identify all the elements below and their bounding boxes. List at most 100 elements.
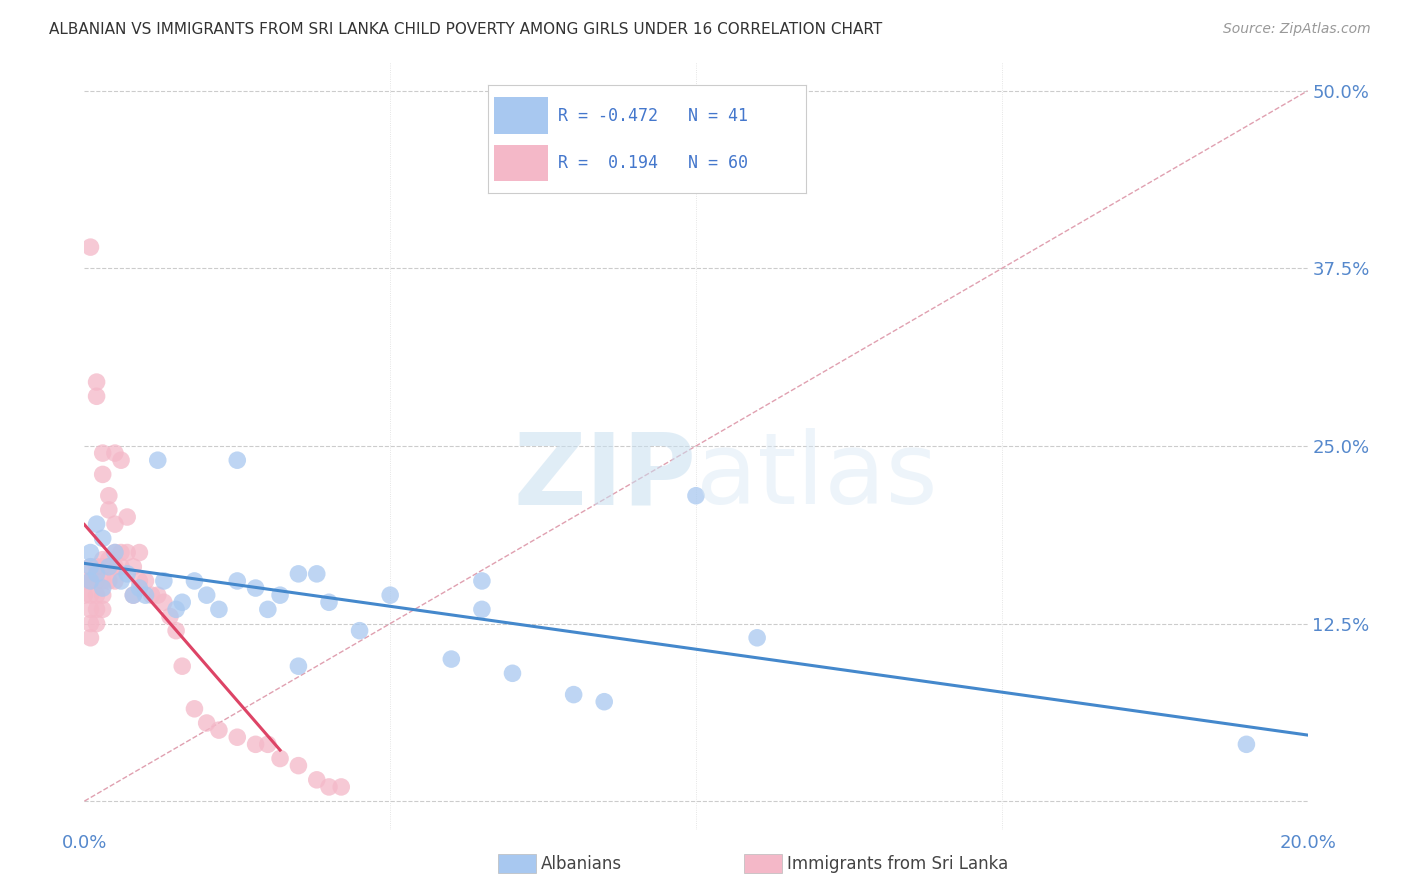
Point — [128, 581, 150, 595]
Point — [104, 446, 127, 460]
Point — [97, 503, 120, 517]
Point — [226, 574, 249, 588]
Point — [86, 517, 108, 532]
Point — [269, 751, 291, 765]
Point — [91, 574, 114, 588]
Point — [91, 559, 114, 574]
Point — [86, 389, 108, 403]
Point — [104, 545, 127, 559]
Point — [226, 730, 249, 744]
Point — [115, 566, 138, 581]
Point — [79, 631, 101, 645]
Point — [79, 240, 101, 254]
Point — [318, 595, 340, 609]
Point — [330, 780, 353, 794]
Point — [97, 489, 120, 503]
Point — [79, 574, 101, 588]
Point — [79, 559, 101, 574]
Point — [747, 631, 769, 645]
Point — [104, 574, 127, 588]
Point — [195, 716, 218, 731]
Point — [110, 559, 132, 574]
Point — [86, 375, 108, 389]
Point — [91, 552, 114, 566]
Point — [115, 510, 138, 524]
Point — [318, 780, 340, 794]
Point — [245, 737, 267, 751]
Point — [91, 588, 114, 602]
Point — [502, 666, 524, 681]
Point — [122, 588, 145, 602]
Point — [97, 552, 120, 566]
Point — [183, 702, 205, 716]
Point — [208, 602, 231, 616]
Point — [79, 602, 101, 616]
Point — [128, 574, 150, 588]
Point — [287, 758, 309, 772]
Point — [86, 616, 108, 631]
Point — [562, 688, 585, 702]
Point — [146, 453, 169, 467]
Point — [79, 588, 101, 602]
Point — [349, 624, 371, 638]
Point — [86, 566, 108, 581]
Point — [122, 559, 145, 574]
Point — [257, 737, 280, 751]
Point — [183, 574, 205, 588]
Point — [86, 602, 108, 616]
Point — [97, 559, 120, 574]
Point — [128, 545, 150, 559]
Text: ALBANIAN VS IMMIGRANTS FROM SRI LANKA CHILD POVERTY AMONG GIRLS UNDER 16 CORRELA: ALBANIAN VS IMMIGRANTS FROM SRI LANKA CH… — [49, 22, 883, 37]
Point — [141, 588, 163, 602]
Point — [79, 545, 101, 559]
Text: Immigrants from Sri Lanka: Immigrants from Sri Lanka — [787, 855, 1008, 873]
Point — [165, 624, 187, 638]
Point — [110, 453, 132, 467]
Point — [73, 574, 96, 588]
Point — [73, 588, 96, 602]
Point — [97, 559, 120, 574]
Point — [135, 588, 157, 602]
Point — [91, 581, 114, 595]
Point — [104, 559, 127, 574]
Point — [159, 609, 181, 624]
Point — [104, 517, 127, 532]
Point — [226, 453, 249, 467]
Text: ZIP: ZIP — [513, 428, 696, 525]
Point — [97, 574, 120, 588]
Point — [104, 545, 127, 559]
Point — [165, 602, 187, 616]
Text: atlas: atlas — [696, 428, 938, 525]
Point — [685, 489, 707, 503]
Point — [471, 574, 494, 588]
Point — [195, 588, 218, 602]
Point — [91, 532, 114, 546]
Point — [79, 574, 101, 588]
Point — [91, 467, 114, 482]
Point — [86, 574, 108, 588]
Point — [305, 772, 328, 787]
Text: Albanians: Albanians — [541, 855, 623, 873]
Point — [91, 446, 114, 460]
Point — [269, 588, 291, 602]
Point — [440, 652, 463, 666]
Point — [153, 595, 176, 609]
Point — [257, 602, 280, 616]
Point — [86, 559, 108, 574]
Point — [471, 602, 494, 616]
Text: Source: ZipAtlas.com: Source: ZipAtlas.com — [1223, 22, 1371, 37]
Point — [287, 659, 309, 673]
Point — [305, 566, 328, 581]
Point — [79, 559, 101, 574]
Point — [135, 574, 157, 588]
Point — [91, 602, 114, 616]
Point — [146, 588, 169, 602]
Point — [115, 545, 138, 559]
Point — [380, 588, 402, 602]
Point — [593, 695, 616, 709]
Point — [79, 616, 101, 631]
Point — [172, 659, 194, 673]
Point — [110, 545, 132, 559]
Point — [172, 595, 194, 609]
Point — [245, 581, 267, 595]
